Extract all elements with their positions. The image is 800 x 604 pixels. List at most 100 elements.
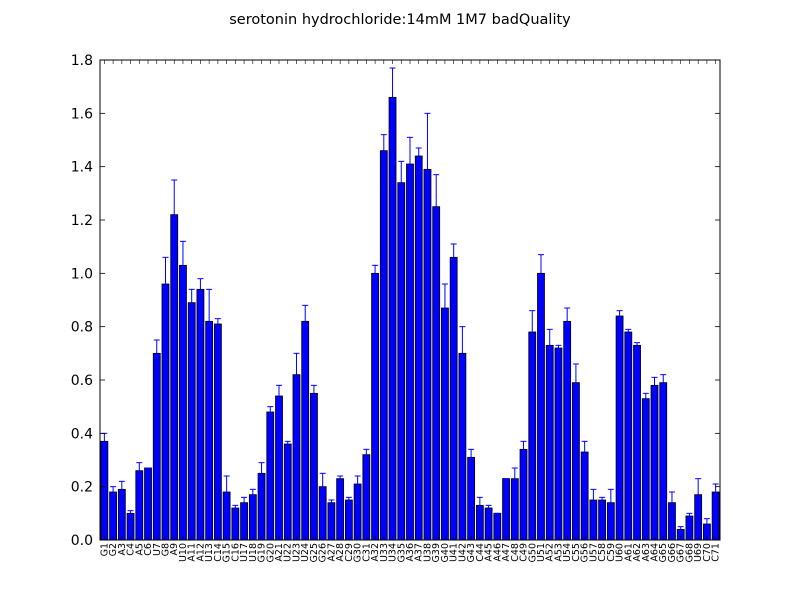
x-tick-label: G40 <box>440 543 451 562</box>
bar-U54 <box>563 320 572 541</box>
x-tick-label: A61 <box>623 543 634 562</box>
error-bar-U60 <box>616 310 623 316</box>
chart-title: serotonin hydrochloride:14mM 1M7 badQual… <box>229 12 571 28</box>
bar-U18 <box>248 494 257 541</box>
x-tick-label: G8 <box>160 543 171 556</box>
bar-G35 <box>397 182 406 541</box>
bar-U60 <box>615 315 624 541</box>
x-tick-label: A27 <box>326 543 337 562</box>
error-bar-C49 <box>520 440 527 450</box>
y-tick-label: 0.4 <box>71 426 93 442</box>
x-tick-label: C70 <box>702 543 713 562</box>
x-tick-label: G15 <box>222 543 233 562</box>
bar-G2 <box>109 491 117 541</box>
error-bar-U13 <box>206 288 213 322</box>
x-tick-label: A28 <box>335 543 346 562</box>
error-bar-U38 <box>424 112 431 170</box>
x-tick-label: G20 <box>265 543 276 562</box>
bar-A28 <box>336 478 345 541</box>
error-bar-A36 <box>407 136 413 164</box>
x-tick-label: C59 <box>606 543 617 562</box>
x-tick-label: U18 <box>248 543 259 562</box>
x-axis: G1G2A3C4A5C6U7G8A9U10A11A12U13C14G15C16U… <box>99 60 722 562</box>
y-tick-label: 1.4 <box>71 160 93 176</box>
bar-A3 <box>117 488 126 541</box>
bar-A32 <box>371 272 379 541</box>
x-tick-label: U7 <box>152 543 163 556</box>
x-tick-label: A52 <box>545 543 556 562</box>
x-tick-label: U23 <box>291 543 302 562</box>
y-tick-label: 1.0 <box>71 266 93 282</box>
bar-G39 <box>432 206 441 541</box>
bar-C29 <box>344 499 353 541</box>
error-bar-A61 <box>625 328 632 332</box>
bar-A5 <box>135 470 144 541</box>
x-tick-label: C31 <box>361 543 372 562</box>
x-tick-label: A36 <box>405 543 416 562</box>
x-tick-label: A12 <box>195 543 206 562</box>
bar-C48 <box>510 478 519 541</box>
x-tick-label: A5 <box>134 543 145 556</box>
bar-C55 <box>572 382 580 541</box>
bar-U51 <box>537 272 545 541</box>
y-tick-label: 0.6 <box>71 373 93 389</box>
bar-G30 <box>353 483 362 541</box>
bar-C71 <box>711 491 720 541</box>
error-bar-G67 <box>677 526 684 530</box>
bar-A12 <box>196 288 205 541</box>
error-bar-A37 <box>415 147 422 156</box>
bar-G26 <box>318 486 327 541</box>
error-bar-A45 <box>485 504 492 508</box>
error-bar-A64 <box>651 376 658 386</box>
bar-A9 <box>170 214 179 541</box>
bar-C14 <box>213 323 222 541</box>
bar-A36 <box>406 163 414 541</box>
bar-U17 <box>240 502 248 541</box>
x-tick-label: C4 <box>126 543 137 556</box>
error-bar-A27 <box>328 499 335 503</box>
bar-C31 <box>362 454 371 541</box>
x-tick-label: C29 <box>344 543 355 562</box>
error-bar-U23 <box>293 352 300 375</box>
x-tick-label: A9 <box>169 543 180 556</box>
error-bar-U42 <box>459 326 466 354</box>
bar-U69 <box>694 494 703 541</box>
x-tick-label: A53 <box>553 543 564 562</box>
error-bar-A21 <box>276 384 283 396</box>
bar-A21 <box>275 395 283 541</box>
x-tick-label: U41 <box>449 543 460 562</box>
bar-A45 <box>484 507 493 541</box>
bar-G1 <box>100 440 109 541</box>
x-tick-label: U13 <box>204 543 215 562</box>
x-tick-label: G35 <box>396 543 407 562</box>
error-bar-C70 <box>703 518 710 524</box>
error-bar-G15 <box>223 475 230 492</box>
error-bar-G1 <box>101 432 108 442</box>
bar-U24 <box>301 320 310 541</box>
bar-C16 <box>231 507 240 541</box>
error-bar-A11 <box>188 288 195 303</box>
error-bar-U34 <box>389 67 396 98</box>
error-bar-U22 <box>284 440 291 444</box>
x-tick-label: U69 <box>693 543 704 562</box>
error-bar-C31 <box>363 448 370 455</box>
x-tick-label: G68 <box>684 543 695 562</box>
error-bar-G65 <box>660 374 667 383</box>
bar-A64 <box>650 384 659 541</box>
bar-U22 <box>283 443 292 541</box>
bar-A27 <box>327 502 336 541</box>
bar-U7 <box>152 352 161 541</box>
x-tick-label: G30 <box>353 543 364 562</box>
y-tick-label: 0.8 <box>71 320 93 336</box>
x-tick-label: C48 <box>510 543 521 562</box>
x-tick-label: G1 <box>99 543 110 556</box>
error-bar-U69 <box>695 478 702 495</box>
bar-A62 <box>633 344 641 541</box>
x-tick-label: U57 <box>588 543 599 562</box>
x-tick-label: A21 <box>274 543 285 562</box>
error-bar-G30 <box>354 475 361 484</box>
y-axis: 0.0 0.2 0.4 0.6 0.8 1.0 1.2 1.4 1.6 1.8 <box>71 53 720 549</box>
error-bar-U24 <box>302 304 309 322</box>
y-tick-label: 1.8 <box>71 53 93 69</box>
x-tick-label: U22 <box>283 543 294 562</box>
